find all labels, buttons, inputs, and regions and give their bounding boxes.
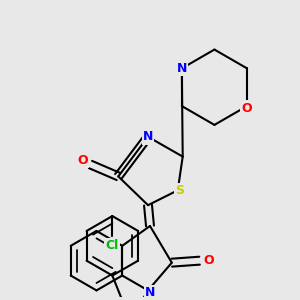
Text: O: O [77,154,88,167]
Text: S: S [175,184,184,197]
Text: N: N [145,286,155,299]
Text: O: O [242,101,252,115]
Text: O: O [203,254,214,267]
Text: N: N [143,130,153,143]
Text: N: N [177,62,187,75]
Text: Cl: Cl [106,239,119,252]
